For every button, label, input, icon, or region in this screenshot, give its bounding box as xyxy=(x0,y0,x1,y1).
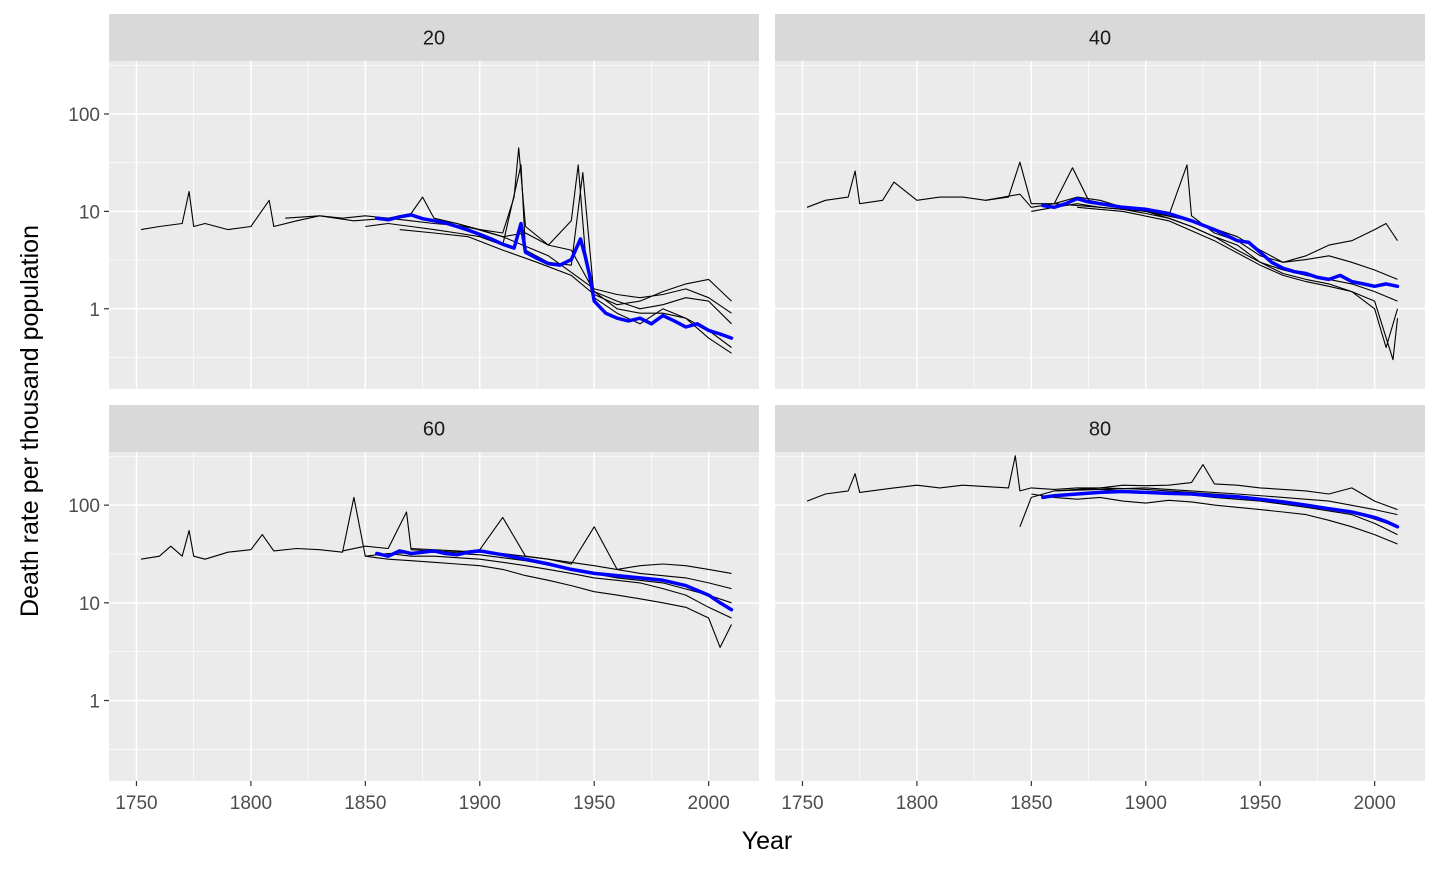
country-line-3 xyxy=(365,555,732,648)
x-tick-label: 1900 xyxy=(1125,793,1167,814)
country-line-2 xyxy=(985,164,1398,263)
x-tick-label: 1850 xyxy=(344,793,386,814)
mean-line xyxy=(1041,489,1400,529)
y-axis-title: Death rate per thousand population xyxy=(16,225,44,617)
x-tick-label: 2000 xyxy=(688,793,730,814)
x-tick-label: 1750 xyxy=(781,793,823,814)
facet-strip-label-40: 40 xyxy=(1089,28,1111,50)
facet-panel-40: 40 xyxy=(775,14,1425,389)
x-tick-label: 1750 xyxy=(115,793,157,814)
x-tick-label: 1800 xyxy=(230,793,272,814)
y-tick-label: 100 xyxy=(68,496,100,517)
mean-line xyxy=(375,549,734,612)
y-tick-label: 10 xyxy=(79,202,100,223)
country-line-4 xyxy=(1054,203,1398,280)
country-line-4 xyxy=(1054,487,1398,516)
facet-panel-80: 80 1750 1800 1850 1900 1950 2000 xyxy=(775,405,1425,814)
x-tick-label: 2000 xyxy=(1354,793,1396,814)
panel-data xyxy=(140,147,734,354)
country-line-5 xyxy=(411,215,732,314)
facet-strip-40 xyxy=(775,14,1425,61)
y-tick-label: 10 xyxy=(79,594,100,615)
x-axis-title: Year xyxy=(742,827,793,855)
facet-strip-label-60: 60 xyxy=(423,419,445,441)
y-tick-label: 100 xyxy=(68,105,100,126)
facet-strip-80 xyxy=(775,405,1425,452)
country-line-5 xyxy=(1077,206,1399,361)
facet-panel-20: 20 1 10 100 xyxy=(68,14,759,389)
panel-data xyxy=(140,496,734,648)
y-tick-label: 1 xyxy=(89,300,100,321)
facet-strip-20 xyxy=(109,14,759,61)
facet-panel-60: 60 1 10 100 1750 1800 1850 1900 1950 2000 xyxy=(68,405,759,814)
facet-strip-60 xyxy=(109,405,759,452)
panels-layer: 20 1 10 100 40 60 1 10 100 1750 1800 1850 1900 1950 20… xyxy=(68,14,1425,814)
country-line-3 xyxy=(1031,493,1398,545)
panel-background xyxy=(109,61,759,389)
facet-strip-label-20: 20 xyxy=(423,28,445,50)
x-tick-label: 1800 xyxy=(896,793,938,814)
x-tick-label: 1900 xyxy=(459,793,501,814)
mean-line xyxy=(375,213,734,340)
country-line-1 xyxy=(140,190,732,348)
y-tick-label: 1 xyxy=(89,692,100,713)
x-tick-label: 1850 xyxy=(1010,793,1052,814)
panel-background xyxy=(109,452,759,781)
country-line-2 xyxy=(1019,464,1398,527)
panel-data xyxy=(806,161,1400,361)
x-tick-label: 1950 xyxy=(1239,793,1281,814)
x-tick-label: 1950 xyxy=(573,793,615,814)
mean-line xyxy=(1041,196,1400,289)
panel-data xyxy=(806,455,1400,545)
panel-background xyxy=(775,61,1425,389)
facet-strip-label-80: 80 xyxy=(1089,419,1111,441)
